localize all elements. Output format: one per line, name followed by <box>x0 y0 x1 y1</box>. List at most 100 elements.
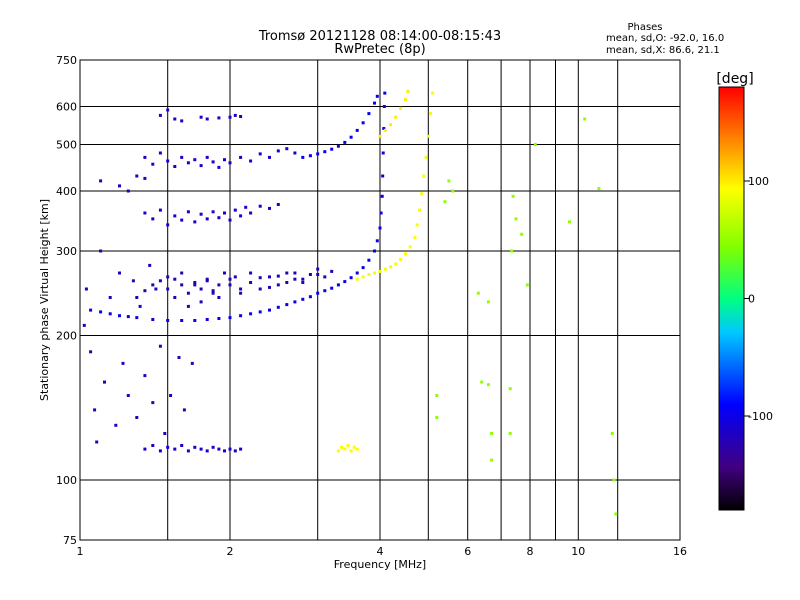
data-point <box>180 155 184 159</box>
data-point <box>223 211 226 215</box>
data-point <box>190 361 194 365</box>
data-point <box>118 184 121 188</box>
phase-box-line-o: mean, sd,O: -92.0, 16.0 <box>606 33 724 44</box>
data-point <box>508 387 512 391</box>
phase-box-line-x: mean, sd,X: 86.6, 21.1 <box>606 45 720 56</box>
data-point <box>268 285 271 289</box>
data-point <box>389 123 393 127</box>
data-point <box>99 249 103 253</box>
data-point <box>258 204 262 208</box>
data-point <box>193 158 197 162</box>
data-point <box>249 159 253 163</box>
data-point <box>408 245 412 249</box>
data-point <box>228 283 232 287</box>
data-point <box>182 408 186 412</box>
colorbar-ticks: 100 0 -100 <box>744 175 773 423</box>
x-tick-label: 16 <box>673 545 687 558</box>
data-point <box>330 147 334 151</box>
data-point <box>158 208 162 212</box>
data-point <box>239 155 243 159</box>
data-point <box>399 258 403 261</box>
data-point <box>486 300 490 304</box>
data-point <box>355 277 359 281</box>
data-point <box>383 91 387 95</box>
data-point <box>373 101 376 105</box>
x-tick-label: 4 <box>377 545 384 558</box>
x-axis-title: Frequency [MHz] <box>334 558 426 571</box>
x-tick-label: 6 <box>464 545 471 558</box>
data-point <box>217 283 221 287</box>
data-point <box>597 187 601 190</box>
data-point <box>186 449 190 453</box>
data-point <box>308 295 312 299</box>
data-point <box>249 281 253 284</box>
data-point <box>367 112 371 116</box>
data-point <box>217 317 221 320</box>
data-point <box>108 296 112 299</box>
data-point <box>418 208 421 212</box>
data-points <box>82 89 618 516</box>
data-point <box>323 150 327 154</box>
data-point <box>151 401 155 405</box>
data-point <box>249 211 253 215</box>
data-point <box>382 127 386 130</box>
data-point <box>293 277 297 281</box>
data-point <box>166 275 170 279</box>
data-point <box>211 289 215 293</box>
data-point <box>154 287 158 291</box>
data-point <box>131 279 135 283</box>
data-point <box>205 277 209 281</box>
data-point <box>126 394 130 397</box>
data-point <box>217 165 221 169</box>
x-tick-labels: 1 2 4 6 8 10 16 <box>77 545 688 558</box>
data-point <box>610 432 614 435</box>
data-point <box>514 217 518 221</box>
data-point <box>89 308 93 312</box>
data-point <box>239 314 243 318</box>
data-point <box>285 303 289 307</box>
data-point <box>383 128 387 132</box>
data-point <box>249 312 253 316</box>
data-point <box>276 305 280 309</box>
data-point <box>193 319 197 322</box>
data-point <box>308 154 312 158</box>
data-point <box>435 394 439 397</box>
data-point <box>258 310 262 314</box>
data-point <box>533 143 537 146</box>
data-point <box>158 279 162 283</box>
data-point <box>352 445 356 449</box>
data-point <box>486 383 490 387</box>
data-point <box>217 296 221 299</box>
data-point <box>166 159 170 163</box>
x-tick-label: 8 <box>527 545 534 558</box>
data-point <box>383 267 387 271</box>
data-point <box>121 361 125 365</box>
data-point <box>173 214 177 218</box>
data-point <box>180 218 184 222</box>
data-point <box>228 316 232 320</box>
data-point <box>173 447 177 451</box>
data-point <box>293 151 297 155</box>
data-point <box>126 189 130 193</box>
data-point <box>378 134 382 138</box>
data-point <box>193 283 197 287</box>
data-point <box>336 449 340 453</box>
data-point <box>415 223 419 227</box>
data-point <box>143 374 147 378</box>
data-point <box>447 179 451 183</box>
data-point <box>211 445 215 449</box>
data-point <box>508 432 512 435</box>
data-point <box>276 149 280 153</box>
data-point <box>336 144 340 148</box>
data-point <box>268 308 271 312</box>
data-point <box>199 447 203 451</box>
data-point <box>228 161 232 165</box>
data-point <box>166 287 170 291</box>
data-point <box>205 318 209 321</box>
data-point <box>323 289 327 293</box>
data-point <box>151 217 155 221</box>
data-point <box>285 281 289 284</box>
data-point <box>276 203 280 206</box>
data-point <box>228 115 232 119</box>
data-point <box>151 283 155 287</box>
